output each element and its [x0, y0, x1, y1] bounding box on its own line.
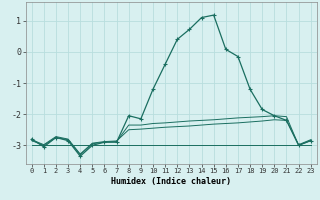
- X-axis label: Humidex (Indice chaleur): Humidex (Indice chaleur): [111, 177, 231, 186]
